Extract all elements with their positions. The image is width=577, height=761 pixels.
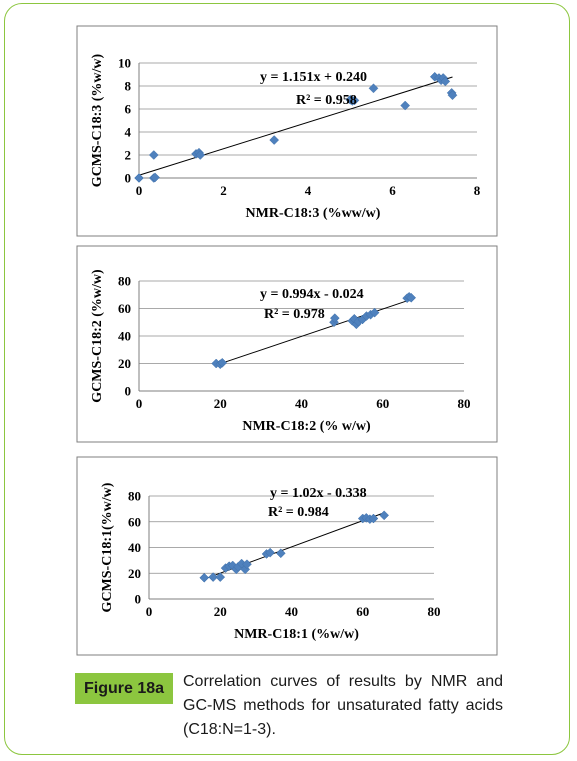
data-point	[349, 95, 360, 106]
data-point	[199, 572, 210, 583]
y-axis-title: GCMS-C18:1(%w/w)	[100, 482, 115, 612]
r-squared-label: R² = 0.978	[264, 307, 325, 322]
data-point	[150, 172, 160, 183]
x-tick-label: 20	[214, 396, 227, 411]
y-tick-label: 20	[128, 566, 141, 581]
y-tick-label: 80	[128, 489, 141, 504]
y-tick-label: 60	[118, 301, 131, 316]
data-point	[195, 150, 206, 160]
r-squared-label: R² = 0.984	[268, 505, 329, 520]
data-point	[406, 292, 417, 303]
trend-equation: y = 0.994x - 0.024	[260, 287, 364, 302]
figure-caption: Correlation curves of results by NMR and…	[183, 673, 503, 738]
data-point	[265, 547, 275, 558]
data-point	[329, 313, 340, 323]
data-point	[275, 548, 286, 559]
y-tick-label: 20	[118, 356, 131, 371]
data-point	[148, 150, 159, 160]
data-point	[379, 510, 389, 521]
y-axis-title: GCMS-C18:2 (%w/w)	[90, 269, 105, 403]
chart-panel	[76, 25, 498, 237]
y-tick-label: 8	[125, 79, 132, 94]
y-tick-label: 0	[135, 592, 142, 607]
y-tick-label: 80	[118, 274, 131, 289]
y-tick-label: 6	[125, 102, 132, 117]
data-point	[269, 135, 280, 145]
data-point	[208, 572, 218, 582]
data-point	[368, 513, 379, 524]
chart-panel	[76, 245, 498, 443]
x-tick-label: 2	[220, 183, 227, 198]
y-tick-label: 4	[125, 125, 132, 140]
trendline	[216, 298, 412, 366]
x-axis-title: NMR-C18:2 (% w/w)	[242, 419, 371, 434]
trend-equation: y = 1.02x - 0.338	[270, 486, 367, 501]
x-tick-label: 80	[458, 396, 471, 411]
data-point	[447, 90, 458, 101]
trendline	[138, 76, 453, 176]
x-tick-label: 80	[428, 604, 441, 619]
x-tick-label: 20	[214, 604, 227, 619]
x-tick-label: 8	[474, 183, 481, 198]
y-tick-label: 0	[125, 171, 132, 186]
y-tick-label: 40	[128, 540, 141, 555]
x-tick-label: 0	[146, 604, 153, 619]
figure-frame	[4, 3, 570, 755]
data-point	[134, 173, 144, 183]
figure-label: Figure 18a	[75, 673, 173, 704]
trend-equation: y = 1.151x + 0.240	[260, 70, 367, 85]
data-point	[440, 76, 451, 87]
data-point	[369, 307, 380, 318]
data-point	[215, 572, 226, 582]
x-tick-label: 60	[356, 604, 369, 619]
x-axis-title: NMR-C18:3 (%ww/w)	[246, 206, 381, 221]
x-axis-title: NMR-C18:1 (%w/w)	[234, 627, 359, 642]
y-tick-label: 10	[118, 56, 131, 71]
y-tick-label: 2	[125, 148, 132, 163]
data-point	[242, 559, 252, 570]
y-tick-label: 0	[125, 384, 132, 399]
x-tick-label: 40	[285, 604, 298, 619]
r-squared-label: R² = 0.958	[296, 93, 357, 108]
x-tick-label: 40	[295, 396, 308, 411]
y-axis-title: GCMS-C18:3 (%w/w)	[90, 53, 105, 187]
data-point	[400, 100, 411, 111]
x-tick-label: 0	[136, 183, 143, 198]
x-tick-label: 6	[389, 183, 396, 198]
x-tick-label: 4	[305, 183, 312, 198]
x-tick-label: 0	[136, 396, 143, 411]
y-tick-label: 40	[118, 329, 131, 344]
data-point	[217, 357, 228, 368]
chart-panel	[76, 456, 498, 656]
data-point	[368, 83, 379, 94]
x-tick-label: 60	[376, 396, 389, 411]
y-tick-label: 60	[128, 514, 141, 529]
